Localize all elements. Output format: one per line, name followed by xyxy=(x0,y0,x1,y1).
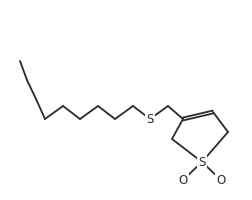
Text: O: O xyxy=(178,174,187,187)
Text: S: S xyxy=(198,156,205,169)
Text: O: O xyxy=(215,174,225,187)
Text: S: S xyxy=(146,113,153,126)
